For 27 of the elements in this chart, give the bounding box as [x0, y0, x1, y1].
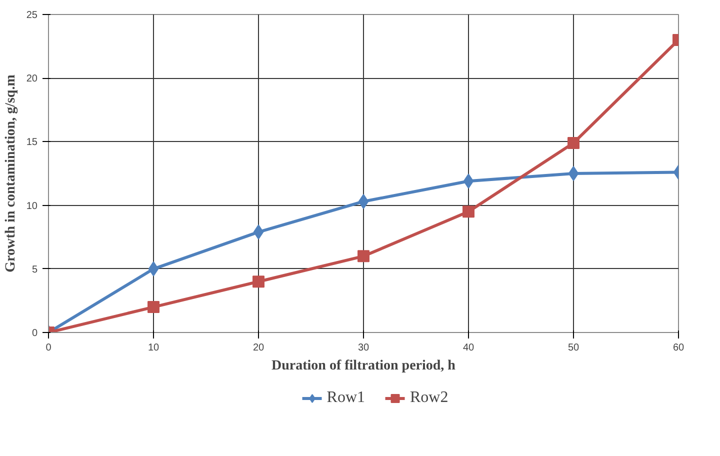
- point: [568, 136, 580, 149]
- point: [252, 276, 264, 288]
- y-axis-title: Growth in contamination, g/sq.m: [3, 74, 18, 272]
- x-axis-title: Duration of filtration period, h: [272, 358, 456, 374]
- x-tick-label: 30: [358, 342, 370, 354]
- x-tick-label: 0: [46, 342, 52, 354]
- x-tick-label: 40: [462, 342, 474, 354]
- y-tick-label: 10: [26, 200, 38, 212]
- point: [358, 250, 370, 262]
- y-tick-label: 15: [26, 137, 38, 148]
- legend-label: Row1: [326, 389, 365, 407]
- point: [568, 166, 579, 181]
- x-tick-label: 50: [568, 342, 580, 354]
- legend-label: Row2: [410, 389, 448, 407]
- point: [463, 174, 474, 189]
- y-tick-label: 0: [32, 328, 38, 339]
- y-tick-label: 20: [26, 74, 38, 85]
- x-tick-label: 10: [148, 342, 160, 354]
- point: [148, 261, 159, 276]
- point: [358, 194, 369, 209]
- point: [148, 301, 160, 314]
- y-tick-label: 25: [26, 10, 38, 21]
- point: [253, 224, 264, 240]
- y-tick-label: 5: [32, 264, 38, 276]
- point: [462, 206, 474, 218]
- x-tick-label: 20: [252, 342, 264, 354]
- x-tick-label: 60: [672, 342, 684, 354]
